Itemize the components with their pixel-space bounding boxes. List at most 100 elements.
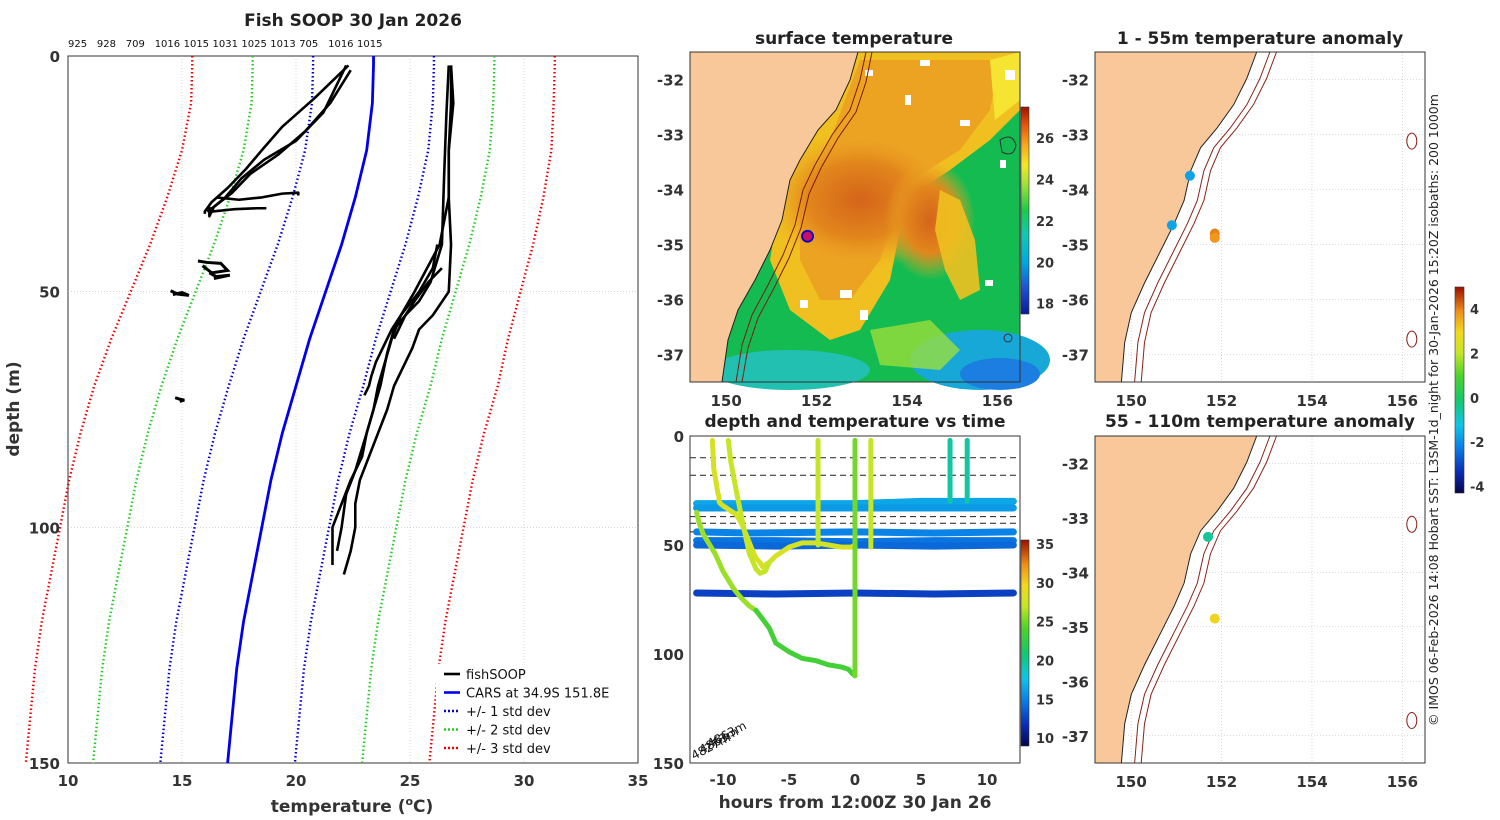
depth-time-panel: depth and temperature vs time 4827m4863m… xyxy=(653,412,1054,813)
cast-depth-label: 1031 xyxy=(213,39,238,50)
x-tick-label: -10 xyxy=(709,771,736,789)
colorbar-tick-label: 22 xyxy=(1036,215,1054,230)
profile-y-axis-label: depth (m) xyxy=(4,361,24,456)
anomaly-point xyxy=(1203,531,1214,542)
colorbar-tick-label: 24 xyxy=(1036,173,1054,188)
depth-profile xyxy=(753,607,858,679)
colorbar-tick-label: 2 xyxy=(1470,347,1479,362)
anomaly-colorbar xyxy=(1454,286,1465,494)
anomaly-colorbar-ticks: 4 2 0 -2 -4 xyxy=(1470,303,1484,495)
anomaly-shallow-tick-labels: 150 152 154 156 -32 -33 -34 -35 -36 -37 xyxy=(1062,72,1418,411)
depth-time-x-axis-label: hours from 12:00Z 30 Jan 26 xyxy=(719,793,992,813)
map-lon-tick: 156 xyxy=(1387,773,1418,791)
map-lon-tick: 154 xyxy=(1296,392,1327,410)
x-tick-label: 10 xyxy=(977,771,998,789)
colorbar-tick-label: 4 xyxy=(1470,303,1479,318)
depth-time-colorbar xyxy=(1020,539,1030,747)
depth-profile xyxy=(709,437,858,570)
profile-panel: Fish SOOP 30 Jan 2026 925 928 709 1016 1015 1… xyxy=(4,11,648,817)
map-lon-tick: 152 xyxy=(1206,392,1237,410)
map-seamount xyxy=(1406,515,1418,533)
sst-map-panel: surface temperature xyxy=(657,29,1054,410)
fishsoop-series xyxy=(211,206,267,213)
sst-map-tick-labels: 150 152 154 156 -32 -33 -34 -35 -36 -37 xyxy=(657,72,1013,411)
colorbar-tick-label: 18 xyxy=(1036,298,1054,313)
anomaly-shallow-panel: 1 - 55m temperature anomaly 150 152 154 156… xyxy=(1062,29,1426,411)
fishsoop-series xyxy=(208,64,348,218)
sst-map-image xyxy=(690,51,1050,390)
map-lat-tick: -36 xyxy=(657,292,684,310)
anomaly-point xyxy=(1209,613,1220,624)
x-tick-label: 25 xyxy=(400,772,421,790)
profile-grid xyxy=(68,56,638,763)
cars-mean-line xyxy=(226,56,375,764)
map-lon-tick: 154 xyxy=(1296,773,1327,791)
colorbar-tick-label: 26 xyxy=(1036,132,1054,147)
legend-label: +/- 2 std dev xyxy=(466,724,551,739)
x-tick-label: 35 xyxy=(628,772,649,790)
fishsoop-blob xyxy=(174,396,185,403)
map-lon-tick: 156 xyxy=(1387,392,1418,410)
colorbar-tick-label: -4 xyxy=(1470,480,1484,495)
map-lat-tick: -34 xyxy=(1062,182,1089,200)
std-dev-line xyxy=(159,56,315,764)
anomaly-point xyxy=(1184,170,1195,181)
sst-colorbar xyxy=(1020,106,1030,315)
map-lat-tick: -35 xyxy=(657,237,684,255)
map-lat-tick: -37 xyxy=(1062,728,1089,746)
map-lon-tick: 150 xyxy=(711,392,742,410)
std-dev-line xyxy=(91,56,254,764)
map-lon-tick: 150 xyxy=(1116,773,1147,791)
map-lat-tick: -36 xyxy=(1062,292,1089,310)
x-tick-label: 0 xyxy=(850,771,860,789)
map-lat-tick: -33 xyxy=(657,127,684,145)
cast-depth-label: 709 xyxy=(126,39,145,50)
std-dev-lines xyxy=(24,56,556,764)
anomaly-point xyxy=(1166,220,1177,231)
sst-colorbar-ticks: 26 24 22 20 18 xyxy=(1036,132,1054,313)
fishsoop-profiles xyxy=(169,64,455,575)
map-lat-tick: -33 xyxy=(1062,127,1089,145)
map-land xyxy=(1095,52,1257,382)
y-tick-label: 50 xyxy=(663,537,684,555)
depth-profile xyxy=(725,437,772,576)
cast-depth-label: 705 xyxy=(299,39,318,50)
fishsoop-series xyxy=(335,65,451,552)
std-dev-line xyxy=(428,56,556,764)
map-lat-tick: -32 xyxy=(657,72,684,90)
map-lat-tick: -34 xyxy=(657,182,684,200)
depth-time-colorbar-ticks: 35 30 25 20 15 10 xyxy=(1036,538,1054,747)
profile-x-axis-label: temperature (oC) xyxy=(271,795,434,817)
legend-label: CARS at 34.9S 151.8E xyxy=(466,687,609,702)
x-tick-label: 20 xyxy=(286,772,307,790)
map-lat-tick: -34 xyxy=(1062,564,1089,582)
cast-depth-label: 1016 xyxy=(155,39,180,50)
depth-time-title: depth and temperature vs time xyxy=(705,412,1006,432)
map-seamount xyxy=(1406,711,1418,729)
map-lon-tick: 156 xyxy=(982,392,1013,410)
cast-depth-label: 1016 xyxy=(328,39,353,50)
map-isobath xyxy=(1134,435,1271,764)
anomaly-deep-tick-labels: 150 152 154 156 -32 -33 -34 -35 -36 -37 xyxy=(1062,455,1418,791)
fishsoop-blob xyxy=(169,289,190,297)
cast-depth-label: 1015 xyxy=(357,39,382,50)
fishsoop-series xyxy=(203,64,350,214)
anomaly-deep-map xyxy=(1094,435,1426,764)
y-tick-label: 100 xyxy=(653,646,684,664)
fishsoop-blob xyxy=(208,271,231,280)
colorbar-tick-label: 0 xyxy=(1470,392,1479,407)
legend-label: fishSOOP xyxy=(466,668,526,683)
anomaly-shallow-points xyxy=(1166,170,1220,243)
map-isobath xyxy=(1134,51,1271,383)
y-tick-label: 0 xyxy=(674,428,684,446)
cast-depth-label: 928 xyxy=(97,39,116,50)
map-frame xyxy=(1094,51,1426,383)
sst-map-frame xyxy=(689,51,1021,383)
anomaly-shallow-title: 1 - 55m temperature anomaly xyxy=(1117,29,1403,49)
colorbar-tick-label: 20 xyxy=(1036,256,1054,271)
map-seamount xyxy=(1406,330,1418,348)
y-tick-label: 0 xyxy=(50,48,60,66)
y-tick-label: 150 xyxy=(653,755,684,773)
